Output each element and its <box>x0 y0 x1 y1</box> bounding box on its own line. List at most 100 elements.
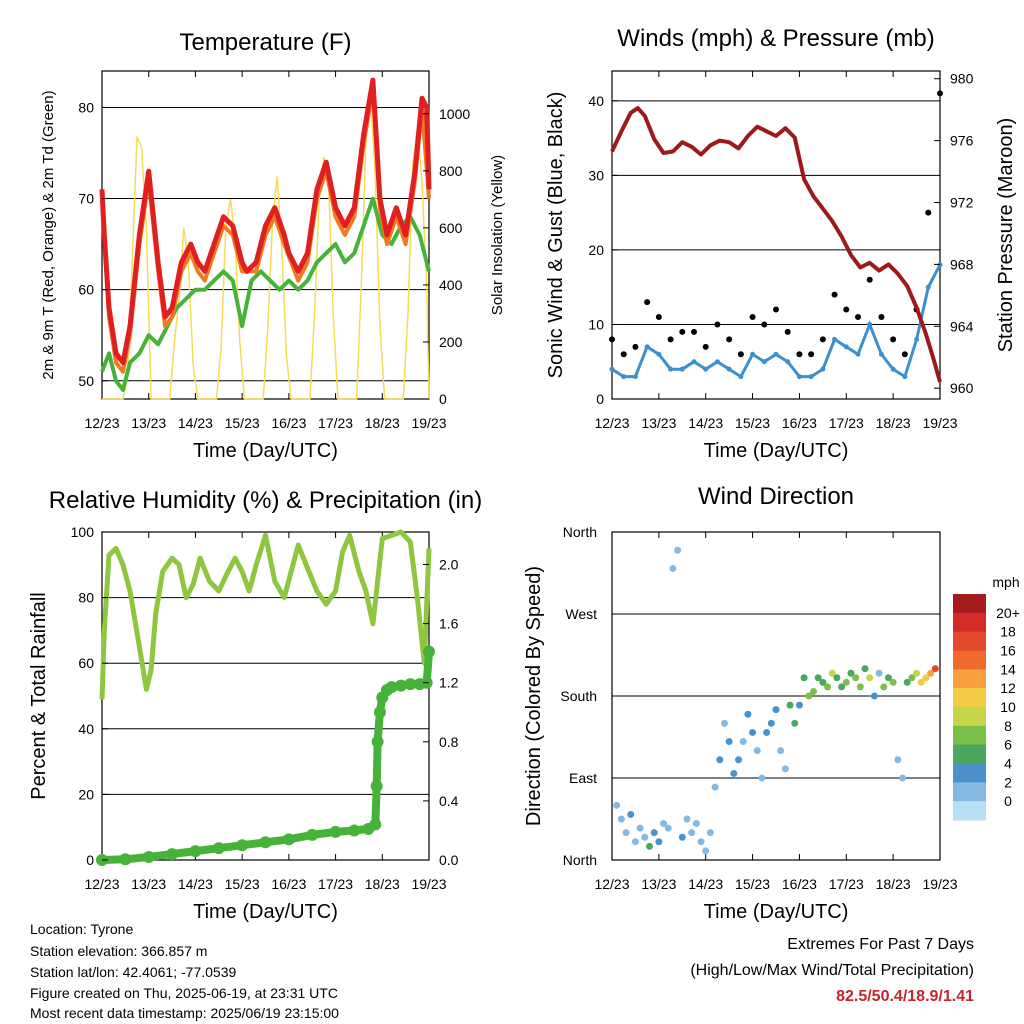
series-2m-temp-line <box>99 77 432 366</box>
plot-frame <box>611 70 941 400</box>
series-solar-line <box>102 96 430 400</box>
wind-point <box>761 359 767 365</box>
precip-point <box>394 679 407 692</box>
direction-point <box>711 783 719 791</box>
direction-point <box>800 674 808 682</box>
y2-tick-label: 1000 <box>439 106 470 122</box>
wind-point <box>925 284 931 290</box>
wind-point <box>808 374 814 380</box>
y-axis-label: 2m & 9m T (Red, Orange) & 2m Td (Green) <box>40 90 57 379</box>
y-tick-label: East <box>569 770 597 786</box>
series-pressure-line <box>610 106 942 383</box>
direction-point <box>861 665 869 673</box>
series-dewpoint-line <box>100 196 431 392</box>
wind-point <box>878 351 884 357</box>
x-tick-label: 12/23 <box>84 876 119 892</box>
direction-point <box>725 738 733 746</box>
colorbar-label: 20+ <box>996 605 1020 621</box>
y-tick-label: 80 <box>78 590 94 606</box>
direction-point <box>866 674 874 682</box>
y2-tick-label: 0.4 <box>439 793 459 809</box>
gust-point <box>808 351 815 358</box>
direction-point <box>889 678 897 686</box>
wind-point <box>609 366 615 372</box>
direction-point <box>828 669 836 677</box>
precip-point <box>166 848 179 861</box>
colorbar-label: 12 <box>1000 680 1016 696</box>
x-tick-label: 12/23 <box>594 876 629 892</box>
x-tick-label: 18/23 <box>876 415 911 431</box>
direction-point <box>641 833 649 841</box>
x-tick-label: 12/23 <box>594 415 629 431</box>
wind-point <box>773 351 779 357</box>
precip-point <box>348 824 361 837</box>
y2-axis-label: Station Pressure (Maroon) <box>995 118 1017 353</box>
direction-point <box>809 687 817 695</box>
x-tick-label: 12/23 <box>84 415 119 431</box>
x-tick-label: 18/23 <box>365 415 400 431</box>
y-tick-label: 40 <box>588 93 604 109</box>
y-tick-label: 0 <box>86 852 94 868</box>
wind-point <box>855 351 861 357</box>
direction-point <box>805 692 813 700</box>
direction-point <box>814 674 822 682</box>
y2-axis-label: Solar Insolation (Yellow) <box>489 155 506 315</box>
direction-point <box>678 833 686 841</box>
direction-point <box>847 669 855 677</box>
direction-point <box>720 719 728 727</box>
wind-point <box>890 366 896 372</box>
direction-point <box>702 847 710 855</box>
colorbar-swatch <box>953 707 986 727</box>
y-tick-label: North <box>563 524 597 540</box>
chart-title: Winds (mph) & Pressure (mb) <box>617 25 934 52</box>
direction-point <box>706 829 714 837</box>
colorbar-label: 2 <box>1004 774 1012 790</box>
y-axis-label: Direction (Colored By Speed) <box>523 566 545 826</box>
y-tick-label: 0 <box>596 391 604 407</box>
wind-point <box>785 359 791 365</box>
gust-point <box>866 276 873 283</box>
precip-point <box>385 681 398 694</box>
wind-point <box>796 374 802 380</box>
direction-point <box>791 719 799 727</box>
y-tick-label: 20 <box>588 242 604 258</box>
direction-point <box>617 815 625 823</box>
chart-title: Wind Direction <box>698 483 854 510</box>
direction-point <box>613 801 621 809</box>
direction-point <box>660 820 668 828</box>
wind-point <box>726 366 732 372</box>
direction-point <box>842 678 850 686</box>
y2-tick-label: 972 <box>950 195 974 211</box>
x-tick-label: 17/23 <box>829 415 864 431</box>
direction-point <box>688 829 696 837</box>
precip-point <box>404 678 417 691</box>
wind-point <box>832 336 838 342</box>
y-tick-label: West <box>565 606 597 622</box>
direction-point <box>631 838 639 846</box>
direction-point <box>856 683 864 691</box>
wind-point <box>750 351 756 357</box>
wind-point <box>621 374 627 380</box>
y2-tick-label: 2.0 <box>439 557 459 573</box>
x-tick-label: 15/23 <box>225 876 260 892</box>
gust-point <box>831 291 838 298</box>
direction-point <box>655 838 663 846</box>
wind-point <box>632 374 638 380</box>
gust-point <box>925 209 932 216</box>
y2-tick-label: 976 <box>950 133 974 149</box>
direction-point <box>917 678 925 686</box>
y2-tick-label: 964 <box>950 318 974 334</box>
info-created: Figure created on Thu, 2025-06-19, at 23… <box>30 985 338 1001</box>
colorbar-label: 14 <box>1000 661 1016 677</box>
gust-point <box>702 343 709 350</box>
x-tick-label: 14/23 <box>178 876 213 892</box>
precip-point <box>329 825 342 838</box>
direction-point <box>650 829 658 837</box>
gust-point <box>749 314 756 320</box>
gust-point <box>773 306 779 313</box>
colorbar-label: 0 <box>1004 793 1012 809</box>
direction-point <box>781 765 789 773</box>
info-latlon: Station lat/lon: 42.4061; -77.0539 <box>30 964 237 980</box>
direction-point <box>772 706 780 714</box>
x-tick-label: 19/23 <box>922 876 957 892</box>
